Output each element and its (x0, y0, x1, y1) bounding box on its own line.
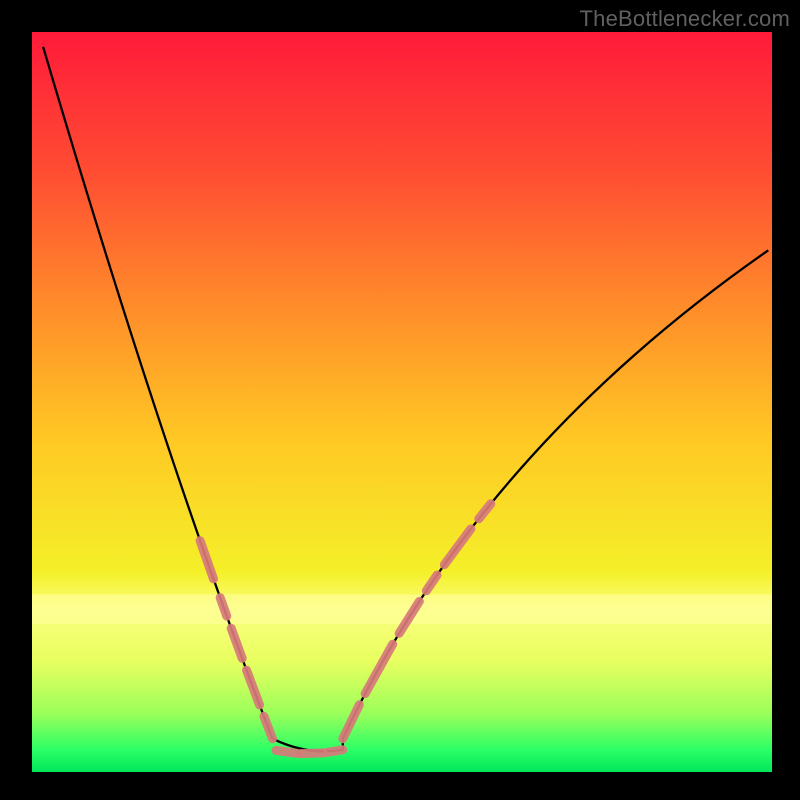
marker-segment (220, 598, 227, 616)
chart-root: TheBottlenecker.com (0, 0, 800, 800)
marker-segment (327, 750, 342, 753)
marker-segment (276, 750, 297, 753)
watermark-text: TheBottlenecker.com (580, 6, 790, 32)
marker-segment (301, 753, 323, 754)
bottleneck-chart (0, 0, 800, 800)
plot-background (32, 32, 772, 772)
highlight-band (32, 594, 772, 624)
